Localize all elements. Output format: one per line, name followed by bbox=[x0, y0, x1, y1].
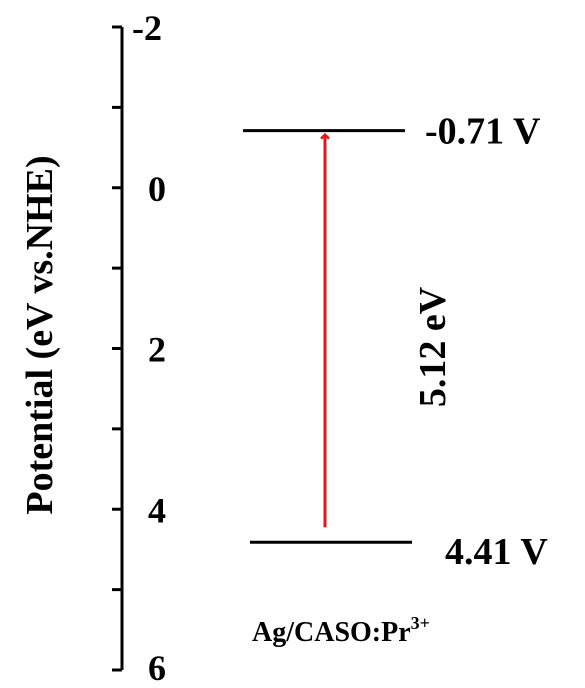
material-superscript: 3+ bbox=[411, 613, 430, 633]
material-label: Ag/CASO:Pr3+ bbox=[252, 613, 430, 648]
y-axis-ticks bbox=[112, 25, 122, 672]
tick-label: 6 bbox=[148, 648, 166, 688]
tick-label: -2 bbox=[132, 8, 162, 48]
conduction-level-label: -0.71 V bbox=[425, 111, 541, 153]
tick-label: 4 bbox=[148, 490, 166, 530]
y-axis-tick-labels: -2 0 2 4 6 bbox=[132, 8, 166, 688]
material-name: Ag/CASO:Pr bbox=[252, 617, 411, 648]
tick-label: 2 bbox=[148, 330, 166, 370]
bandgap-label: 5.12 eV bbox=[412, 286, 454, 407]
y-axis-title: Potential (eV vs.NHE) bbox=[19, 155, 61, 514]
valence-level-label: 4.41 V bbox=[445, 531, 548, 573]
tick-label: 0 bbox=[148, 169, 166, 209]
